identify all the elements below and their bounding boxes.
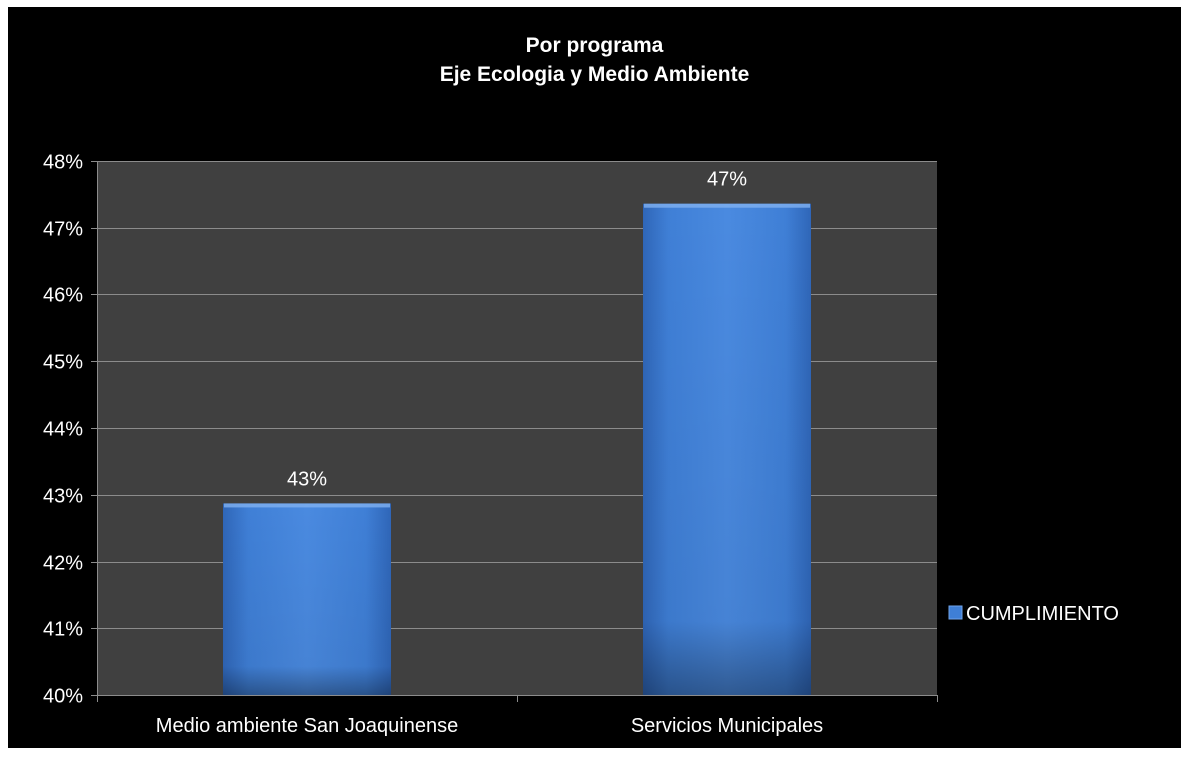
chart-title-line-2: Eje Ecologia y Medio Ambiente bbox=[439, 63, 750, 86]
legend-swatch bbox=[948, 605, 963, 620]
y-tick-label: 45% bbox=[43, 352, 83, 374]
y-tick-label: 48% bbox=[43, 152, 83, 174]
bar-shade bbox=[223, 503, 391, 695]
y-tick-label: 42% bbox=[43, 553, 83, 575]
bars bbox=[223, 203, 811, 695]
chart-title: Por programa Eje Ecologia y Medio Ambien… bbox=[8, 31, 1181, 89]
x-tick-label: Servicios Municipales bbox=[631, 715, 823, 737]
bar-highlight bbox=[644, 203, 810, 208]
data-label: 43% bbox=[287, 468, 327, 490]
legend-label: CUMPLIMIENTO bbox=[966, 603, 1119, 625]
y-tick-label: 41% bbox=[43, 619, 83, 641]
y-tick-label: 47% bbox=[43, 219, 83, 241]
axes bbox=[91, 161, 938, 702]
legend: CUMPLIMIENTO bbox=[948, 603, 1119, 625]
bar-chart: 40% 41% 42% 43% 44% 45% 46% 47% 48% 43% Medio ambi… bbox=[43, 152, 1119, 738]
chart-title-line-1: Por programa bbox=[525, 34, 664, 57]
bar-shade bbox=[643, 203, 811, 695]
y-tick-label: 40% bbox=[43, 686, 83, 708]
x-tick-label: Medio ambiente San Joaquinense bbox=[156, 715, 458, 737]
chart-frame: Por programa Eje Ecologia y Medio Ambien… bbox=[8, 7, 1181, 748]
y-tick-label: 46% bbox=[43, 285, 83, 307]
bar-highlight bbox=[224, 503, 390, 508]
labels: 40% 41% 42% 43% 44% 45% 46% 47% 48% 43% Medio ambi… bbox=[43, 152, 823, 738]
data-label: 47% bbox=[707, 169, 747, 191]
y-tick-label: 43% bbox=[43, 486, 83, 508]
y-tick-label: 44% bbox=[43, 419, 83, 441]
